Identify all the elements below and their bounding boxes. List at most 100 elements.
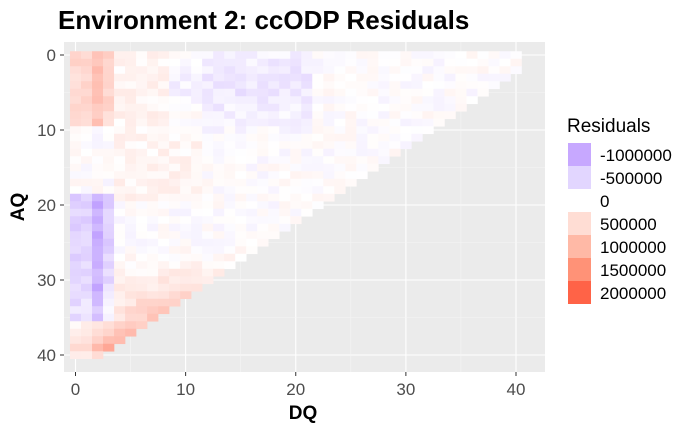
heatmap-cell	[257, 148, 269, 157]
heatmap-cell	[114, 141, 126, 150]
heatmap-cell	[345, 66, 357, 75]
heatmap-cell	[257, 216, 269, 225]
heatmap-cell	[114, 276, 126, 285]
heatmap-cell	[114, 216, 126, 225]
heatmap-cell	[290, 126, 302, 135]
heatmap-cell	[367, 103, 379, 112]
x-tick-label: 20	[286, 380, 305, 399]
heatmap-cell	[246, 163, 258, 172]
heatmap-cell	[136, 148, 148, 157]
heatmap-cell	[69, 313, 82, 322]
heatmap-cell	[136, 313, 148, 322]
heatmap-cell	[257, 58, 269, 67]
heatmap-cell	[279, 73, 291, 82]
legend: Residuals -1000000 -500000 0 500000 1000000 1…	[567, 116, 672, 304]
heatmap-cell	[180, 103, 192, 112]
heatmap-cell	[400, 96, 412, 105]
legend-key	[568, 235, 591, 258]
heatmap-cell	[378, 111, 390, 120]
heatmap-cell	[367, 51, 379, 60]
heatmap-cell	[103, 156, 115, 165]
heatmap-cell	[499, 58, 511, 67]
heatmap-cell	[312, 163, 324, 172]
heatmap-cell	[158, 51, 170, 60]
heatmap-cell	[466, 51, 478, 60]
heatmap-cell	[246, 231, 258, 240]
heatmap-cell	[279, 186, 291, 195]
heatmap-cell	[334, 178, 346, 187]
y-axis-title: AQ	[8, 193, 29, 222]
heatmap-cell	[224, 261, 236, 270]
heatmap-cell	[81, 133, 93, 142]
heatmap-cell	[367, 163, 379, 172]
heatmap-cell	[466, 73, 478, 82]
heatmap-cell	[367, 156, 379, 165]
heatmap-cell	[158, 178, 170, 187]
heatmap-cell	[268, 88, 280, 97]
heatmap-cell	[92, 306, 104, 315]
heatmap-cell	[378, 103, 390, 112]
legend-key	[568, 143, 591, 166]
heatmap-cell	[114, 66, 126, 75]
heatmap-cell	[147, 111, 159, 120]
heatmap-cell	[224, 238, 236, 247]
heatmap-cell	[246, 186, 258, 195]
heatmap-cell	[147, 276, 159, 285]
heatmap-cell	[114, 306, 126, 315]
heatmap-cell	[158, 216, 170, 225]
heatmap-cell	[136, 156, 148, 165]
heatmap-cell	[235, 73, 247, 82]
heatmap-cell	[290, 216, 302, 225]
heatmap-cell	[158, 171, 170, 180]
legend-label: -1000000	[600, 146, 672, 165]
heatmap-cell	[257, 141, 269, 150]
heatmap-cell	[279, 171, 291, 180]
heatmap-cell	[400, 126, 412, 135]
heatmap-cell	[180, 291, 192, 300]
heatmap-cell	[191, 283, 203, 292]
heatmap-cell	[224, 178, 236, 187]
heatmap-cell	[147, 291, 159, 300]
heatmap-cell	[191, 268, 203, 277]
heatmap-cell	[257, 171, 269, 180]
heatmap-cell	[191, 276, 203, 285]
heatmap-cell	[301, 133, 313, 142]
heatmap-cell	[114, 163, 126, 172]
heatmap-cell	[69, 291, 82, 300]
heatmap-cell	[268, 141, 280, 150]
heatmap-cell	[114, 148, 126, 157]
heatmap-cell	[202, 88, 214, 97]
heatmap-cell	[69, 133, 82, 142]
heatmap-cell	[169, 148, 181, 157]
heatmap-cell	[367, 96, 379, 105]
heatmap-cell	[158, 193, 170, 202]
heatmap-cell	[158, 306, 170, 315]
heatmap-cell	[235, 141, 247, 150]
heatmap-cell	[92, 201, 104, 210]
heatmap-cell	[323, 51, 335, 60]
heatmap-cell	[147, 246, 159, 255]
heatmap-cell	[422, 111, 434, 120]
heatmap-cell	[257, 133, 269, 142]
heatmap-cell	[191, 141, 203, 150]
heatmap-cell	[191, 51, 203, 60]
heatmap-cell	[114, 238, 126, 247]
heatmap-cell	[202, 103, 214, 112]
heatmap-cell	[114, 223, 126, 232]
heatmap-cell	[488, 81, 500, 90]
heatmap-cell	[323, 186, 335, 195]
heatmap-cell	[180, 201, 192, 210]
heatmap-cell	[268, 163, 280, 172]
heatmap-cell	[103, 163, 115, 172]
heatmap-cell	[191, 246, 203, 255]
heatmap-cell	[301, 96, 313, 105]
heatmap-cell	[158, 208, 170, 217]
heatmap-cell	[191, 178, 203, 187]
heatmap-cell	[81, 178, 93, 187]
heatmap-cell	[213, 253, 225, 262]
heatmap-cell	[389, 133, 401, 142]
heatmap-cell	[334, 88, 346, 97]
heatmap-cell	[411, 81, 423, 90]
heatmap-cell	[69, 283, 82, 292]
heatmap-cell	[81, 306, 93, 315]
